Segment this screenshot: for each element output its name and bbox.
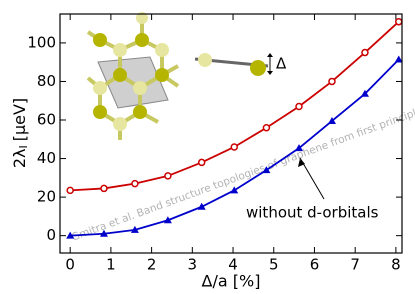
point [262, 166, 271, 174]
point [131, 179, 139, 188]
x-tick-label: 0 [65, 256, 75, 274]
point [262, 123, 271, 132]
point [361, 48, 369, 57]
point [197, 158, 206, 167]
plot-frame [59, 13, 403, 254]
y-tick-label: 40 [37, 149, 56, 167]
y-label-main: 2λ [10, 149, 29, 169]
annotation: without d-orbitals [246, 204, 379, 222]
arrow-head [298, 158, 305, 167]
y-tick-label: 80 [37, 72, 56, 90]
arrow [299, 157, 325, 200]
x-tick-label: 2 [147, 256, 157, 274]
point [100, 184, 108, 193]
y-label-sub: I [17, 145, 30, 148]
point [328, 77, 336, 86]
y-tick-label: 20 [37, 188, 56, 206]
point [99, 229, 108, 237]
x-tick-label: 3 [188, 256, 198, 274]
x-tick-label: 1 [106, 256, 116, 274]
point [130, 225, 139, 233]
x-axis-label: Δ/a [%] [202, 272, 261, 291]
y-axis-label: 2λI [μeV] [10, 98, 31, 168]
point [66, 186, 74, 195]
point [360, 89, 369, 97]
x-tick-label: 8 [391, 256, 401, 274]
point [295, 102, 303, 111]
x-tick-label: 5 [269, 256, 279, 274]
point [164, 172, 172, 180]
point [394, 55, 403, 63]
point [197, 202, 206, 210]
x-tick-label: 7 [350, 256, 360, 274]
x-tick-label: 6 [310, 256, 320, 274]
point [230, 143, 239, 151]
y-tick-label: 60 [37, 111, 56, 129]
point [163, 216, 172, 224]
point [294, 144, 303, 152]
point [394, 17, 403, 26]
point [230, 186, 239, 194]
y-tick-label: 100 [27, 33, 56, 51]
x-tick-label: 4 [228, 256, 238, 274]
inset-illustration [86, 12, 273, 140]
point [66, 231, 75, 239]
delta-label: Δ [276, 55, 287, 73]
y-tick-label: 0 [46, 226, 56, 244]
point [327, 116, 336, 124]
y-label-unit: [μeV] [10, 98, 29, 141]
